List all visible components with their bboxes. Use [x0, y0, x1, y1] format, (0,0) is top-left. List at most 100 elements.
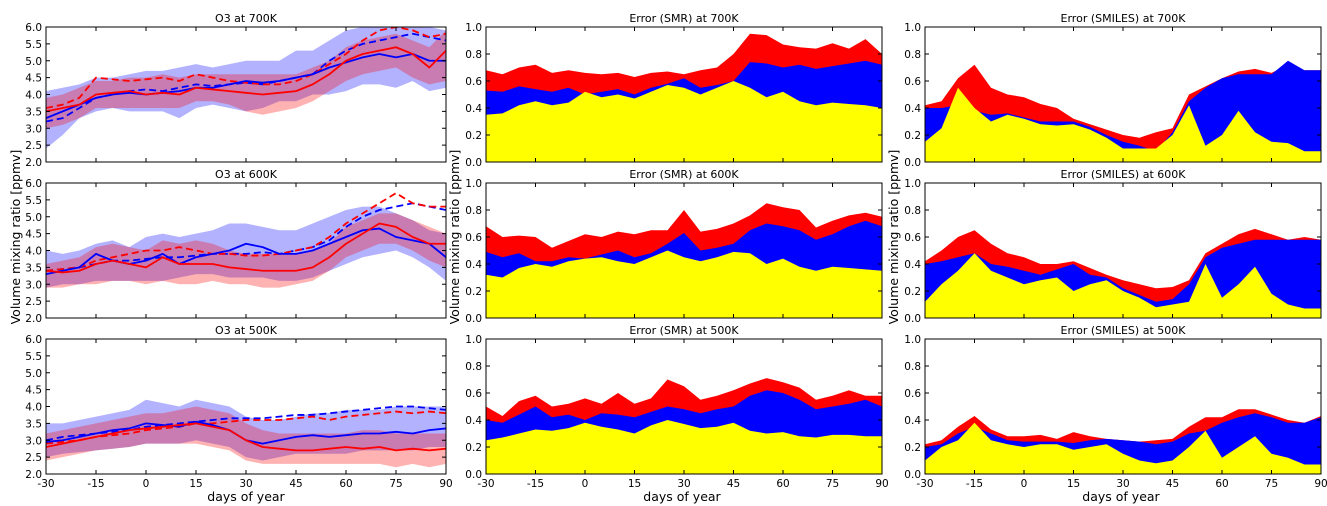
solid-series-line	[46, 222, 446, 274]
x-tick-label: -15	[87, 478, 104, 490]
y-tick-label: 1.0	[465, 334, 482, 346]
area-series	[486, 81, 882, 162]
dashed-series-line	[46, 410, 446, 445]
uncertainty-band	[46, 213, 446, 288]
y-tick-label: 2.5	[25, 452, 42, 464]
area-series	[925, 422, 1321, 474]
y-axis-label-right: Volume mixing ratio [ppmv]	[886, 150, 901, 325]
y-tick-label: 0.6	[904, 76, 921, 88]
x-tick-label: 0	[582, 478, 589, 490]
y-tick-label: 5.0	[25, 212, 42, 224]
x-axis-label-right: days of year	[1082, 489, 1160, 504]
chart-panel: 0.0 0.2 0.4 0.6 0.8 1.0 Error (SMILES) at 600K	[904, 168, 1322, 325]
chart-panel: 2.0 2.5 3.0 3.5 4.0 4.5 5.0 5.5 6.0 O3 at 600K	[25, 168, 447, 325]
chart-panel: 0.0 0.2 0.4 0.6 0.8 1.0 Error (SMILES) at 700K	[904, 12, 1322, 169]
y-tick-label: 0.4	[904, 415, 921, 427]
solid-series-line	[46, 46, 446, 113]
y-tick-label: 2.0	[25, 469, 42, 481]
y-tick-label: 2.0	[25, 157, 42, 169]
x-tick-label: 15	[189, 478, 202, 490]
y-tick-label: 0.2	[904, 286, 921, 298]
y-tick-label: 3.5	[25, 106, 42, 118]
x-tick-label: -15	[527, 478, 544, 490]
x-tick-label: 30	[1116, 478, 1129, 490]
plot-area	[925, 60, 1321, 162]
plot-area	[486, 203, 882, 318]
x-tick-label: 15	[1067, 478, 1080, 490]
chart-panel: 0.0 0.2 0.4 0.6 0.8 1.0 Error (SMR) at 600K	[465, 168, 883, 325]
y-tick-label: 0.4	[465, 103, 482, 115]
x-tick-label: -30	[477, 478, 494, 490]
y-tick-label: 0.2	[904, 442, 921, 454]
y-tick-label: 3.5	[25, 262, 42, 274]
x-tick-label: 60	[339, 478, 352, 490]
x-tick-label: 75	[1265, 478, 1278, 490]
y-tick-label: 3.0	[25, 123, 42, 135]
x-tick-label: 30	[239, 478, 252, 490]
x-tick-label: 75	[389, 478, 402, 490]
chart-title: Error (SMILES) at 500K	[1061, 324, 1187, 337]
dashed-series-line	[46, 27, 446, 109]
y-tick-label: 6.0	[25, 334, 42, 346]
chart-title: O3 at 700K	[215, 12, 278, 25]
x-tick-label: -15	[966, 478, 983, 490]
uncertainty-band	[46, 406, 446, 468]
y-tick-label: 5.5	[25, 195, 42, 207]
y-tick-label: 0.0	[904, 157, 921, 169]
dashed-series-line	[46, 192, 446, 272]
chart-panel: -30 -15 0 15 30 45 60 75 90 0.0 0.2 0.4 0.6 0.8 1.0 Err…	[904, 324, 1327, 490]
chart-title: Error (SMILES) at 600K	[1061, 168, 1187, 181]
x-tick-label: 0	[143, 478, 150, 490]
x-tick-label: 90	[439, 478, 452, 490]
y-tick-label: 0.4	[904, 259, 921, 271]
x-axis-label-left: days of year	[207, 489, 285, 504]
y-tick-label: 0.8	[904, 205, 921, 217]
plot-area	[46, 27, 446, 149]
x-tick-label: 60	[1215, 478, 1228, 490]
chart-panel: 0.0 0.2 0.4 0.6 0.8 1.0 Error (SMR) at 700K	[465, 12, 883, 169]
y-tick-label: 1.0	[904, 22, 921, 34]
area-series	[486, 420, 882, 474]
y-tick-label: 0.8	[465, 361, 482, 373]
y-tick-label: 0.6	[465, 232, 482, 244]
y-tick-label: 0.0	[465, 469, 482, 481]
y-tick-label: 4.5	[25, 73, 42, 85]
y-tick-label: 0.4	[465, 259, 482, 271]
chart-title: Error (SMR) at 600K	[629, 168, 739, 181]
y-tick-label: 0.4	[465, 415, 482, 427]
y-tick-label: 1.0	[465, 22, 482, 34]
y-tick-label: 4.0	[25, 246, 42, 258]
area-series	[925, 87, 1321, 162]
y-tick-label: 4.5	[25, 385, 42, 397]
x-tick-label: 75	[826, 478, 839, 490]
y-tick-label: 0.6	[465, 388, 482, 400]
y-tick-label: 5.5	[25, 39, 42, 51]
y-tick-label: 0.6	[904, 388, 921, 400]
y-tick-label: 0.6	[904, 232, 921, 244]
y-tick-label: 0.8	[904, 361, 921, 373]
x-tick-label: 0	[1021, 478, 1028, 490]
y-tick-label: 2.0	[25, 313, 42, 325]
chart-panel: -30 -15 0 15 30 45 60 75 90 2.0 2.5 3.0 3.5 4.0 4.5 5.0…	[25, 324, 452, 490]
x-tick-label: 90	[875, 478, 888, 490]
y-tick-label: 0.2	[465, 286, 482, 298]
chart-title: Error (SMR) at 700K	[629, 12, 739, 25]
y-tick-label: 4.0	[25, 402, 42, 414]
plot-area	[46, 192, 446, 288]
solid-series-line	[46, 53, 446, 119]
y-tick-label: 3.5	[25, 418, 42, 430]
chart-title: O3 at 500K	[215, 324, 278, 337]
y-tick-label: 0.0	[904, 313, 921, 325]
y-tick-label: 0.6	[465, 76, 482, 88]
y-tick-label: 2.5	[25, 140, 42, 152]
y-tick-label: 1.0	[904, 334, 921, 346]
y-tick-label: 1.0	[904, 178, 921, 190]
x-tick-label: 30	[677, 478, 690, 490]
chart-title: Error (SMILES) at 700K	[1061, 12, 1187, 25]
plot-area	[486, 378, 882, 474]
y-tick-label: 0.8	[904, 49, 921, 61]
uncertainty-band	[46, 399, 446, 461]
y-tick-label: 2.5	[25, 296, 42, 308]
x-tick-label: 15	[628, 478, 641, 490]
